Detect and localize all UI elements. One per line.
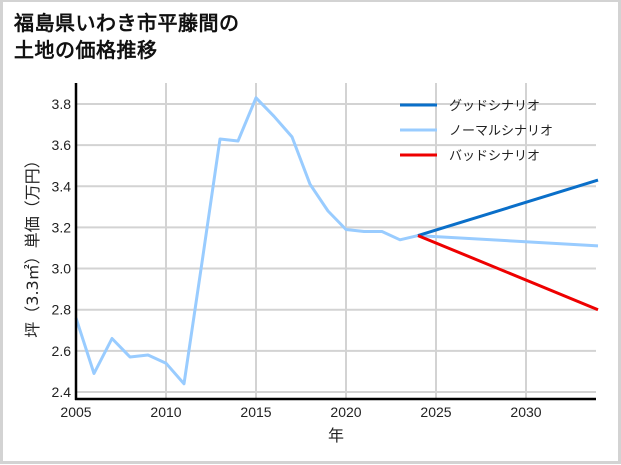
y-tick-label: 3.0 <box>52 261 72 277</box>
series-line <box>417 234 599 312</box>
data-lines <box>74 96 599 386</box>
x-tick-label: 2025 <box>420 404 451 420</box>
tick-labels: 2.4 2.6 2.8 3.0 3.2 3.4 3.6 3.8 2005 2010 2015 2020… <box>52 96 542 420</box>
legend-label: バッドシナリオ <box>449 149 540 164</box>
x-tick-label: 2020 <box>330 404 361 420</box>
legend-label: グッドシナリオ <box>449 99 540 114</box>
y-tick-label: 2.8 <box>52 302 72 318</box>
y-tick-label: 3.2 <box>52 219 72 235</box>
y-tick-label: 3.4 <box>52 178 72 194</box>
chart-title: 福島県いわき市平藤間の 土地の価格推移 <box>14 10 240 64</box>
series-line <box>417 178 599 238</box>
legend-label: ノーマルシナリオ <box>449 124 553 139</box>
y-tick-label: 2.6 <box>52 343 72 359</box>
x-tick-label: 2005 <box>60 404 91 420</box>
y-tick-label: 3.8 <box>52 96 72 112</box>
x-tick-label: 2030 <box>510 404 541 420</box>
y-tick-label: 2.4 <box>52 384 72 400</box>
x-tick-label: 2010 <box>150 404 181 420</box>
title-line-1: 福島県いわき市平藤間の <box>14 11 240 35</box>
title-line-2: 土地の価格推移 <box>14 38 158 62</box>
x-axis-label: 年 <box>328 426 344 445</box>
series-line <box>74 96 599 386</box>
y-tick-label: 3.6 <box>52 137 72 153</box>
y-axis-label: 坪（3.3㎡）単価（万円） <box>23 152 42 337</box>
axes <box>74 83 596 401</box>
x-tick-label: 2015 <box>240 404 271 420</box>
